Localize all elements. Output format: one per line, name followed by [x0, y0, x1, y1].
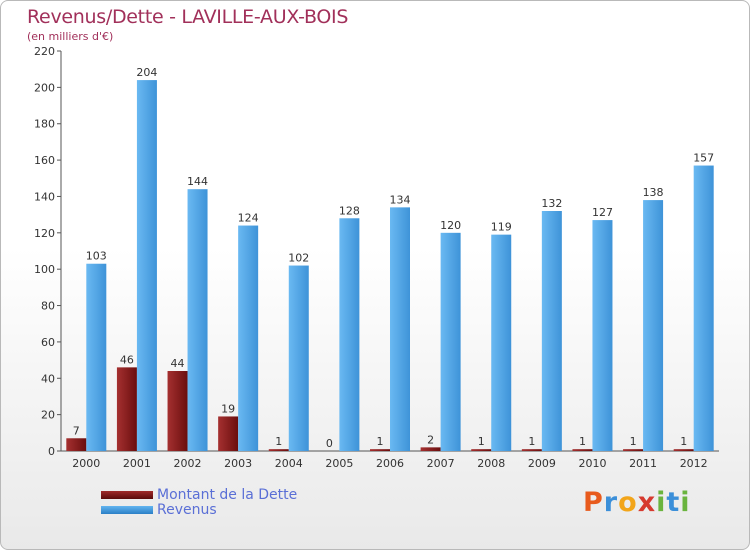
legend-item-dette: Montant de la Dette	[101, 487, 297, 503]
revenus-value-label: 103	[86, 250, 107, 263]
chart-title: Revenus/Dette - LAVILLE-AUX-BOIS	[27, 6, 349, 28]
y-tick-label: 100	[34, 263, 55, 276]
dette-bar	[370, 449, 390, 451]
logo-letter: o	[618, 487, 638, 518]
revenus-value-label: 204	[136, 66, 157, 79]
dette-bar	[420, 447, 441, 451]
logo-letter: i	[680, 487, 691, 518]
legend-swatch-dette	[101, 491, 153, 499]
dette-bar	[66, 438, 87, 451]
dette-bar	[218, 416, 239, 451]
revenus-value-label: 102	[288, 252, 309, 265]
y-tick-label: 220	[34, 45, 55, 58]
x-tick-label: 2000	[72, 457, 100, 470]
logo-letter: r	[603, 487, 619, 518]
revenus-bar	[491, 234, 512, 451]
x-tick-label: 2005	[325, 457, 353, 470]
x-tick-label: 2011	[629, 457, 657, 470]
chart-subtitle: (en milliers d'€)	[27, 30, 114, 43]
y-tick-label: 140	[34, 190, 55, 203]
logo-letter: x	[637, 487, 657, 518]
revenus-bar	[440, 232, 461, 451]
legend-label-revenus: Revenus	[157, 502, 217, 518]
legend-swatch-revenus	[101, 506, 153, 514]
legend-item-revenus: Revenus	[101, 502, 217, 518]
dette-value-label: 19	[221, 402, 235, 415]
dette-bar	[623, 449, 644, 451]
dette-bar	[471, 449, 492, 451]
x-tick-label: 2009	[528, 457, 556, 470]
revenus-bar	[136, 80, 157, 451]
revenus-bar	[643, 200, 664, 451]
y-tick-label: 40	[41, 372, 55, 385]
x-tick-label: 2010	[578, 457, 606, 470]
dette-value-label: 1	[478, 435, 485, 448]
dette-bar	[673, 449, 694, 451]
revenus-value-label: 120	[440, 219, 461, 232]
revenus-value-label: 157	[693, 152, 714, 165]
revenus-value-label: 124	[238, 212, 259, 225]
x-tick-label: 2012	[680, 457, 708, 470]
y-tick-label: 60	[41, 336, 55, 349]
dette-bar	[572, 449, 593, 451]
x-tick-label: 2002	[174, 457, 202, 470]
revenus-bar	[238, 225, 259, 451]
dette-bar	[116, 367, 137, 451]
dette-value-label: 1	[275, 435, 282, 448]
dette-value-label: 44	[171, 357, 185, 370]
dette-value-label: 1	[528, 435, 535, 448]
revenus-bar	[541, 211, 562, 451]
logo-letter: P	[583, 487, 604, 518]
dette-bar	[521, 449, 542, 451]
legend-label-dette: Montant de la Dette	[157, 487, 298, 503]
revenus-bar	[592, 220, 613, 451]
x-tick-label: 2003	[224, 457, 252, 470]
dette-value-label: 7	[73, 424, 80, 437]
dette-value-label: 1	[579, 435, 586, 448]
dette-bar	[268, 449, 289, 451]
revenus-value-label: 144	[187, 175, 208, 188]
x-tick-label: 2006	[376, 457, 404, 470]
revenus-bar	[187, 189, 208, 451]
dette-value-label: 1	[680, 435, 687, 448]
y-tick-label: 120	[34, 227, 55, 240]
y-tick-label: 0	[48, 445, 55, 458]
revenus-value-label: 134	[390, 193, 411, 206]
dette-value-label: 2	[427, 433, 434, 446]
y-tick-label: 180	[34, 118, 55, 131]
y-tick-label: 160	[34, 154, 55, 167]
y-tick-label: 20	[41, 409, 55, 422]
dette-value-label: 1	[377, 435, 384, 448]
y-tick-label: 200	[34, 81, 55, 94]
dette-value-label: 0	[326, 437, 333, 450]
dette-value-label: 1	[630, 435, 637, 448]
revenus-value-label: 132	[541, 197, 562, 210]
revenus-value-label: 128	[339, 204, 360, 217]
x-tick-label: 2007	[427, 457, 455, 470]
logo-letter: i	[656, 487, 667, 518]
revenus-bar	[86, 263, 107, 451]
revenus-value-label: 119	[491, 221, 512, 234]
revenus-bar	[693, 165, 714, 451]
x-tick-label: 2004	[275, 457, 303, 470]
dette-bar	[167, 371, 188, 451]
revenus-bar	[390, 207, 410, 451]
proxiti-logo: Proxiti	[583, 487, 691, 518]
dette-value-label: 46	[120, 353, 134, 366]
y-tick-label: 80	[41, 300, 55, 313]
x-tick-label: 2001	[123, 457, 151, 470]
revenus-bar	[339, 218, 360, 451]
revenus-value-label: 127	[592, 206, 613, 219]
revenus-value-label: 138	[643, 186, 664, 199]
x-tick-label: 2008	[477, 457, 505, 470]
logo-letter: t	[666, 487, 681, 518]
revenus-bar	[288, 265, 309, 451]
